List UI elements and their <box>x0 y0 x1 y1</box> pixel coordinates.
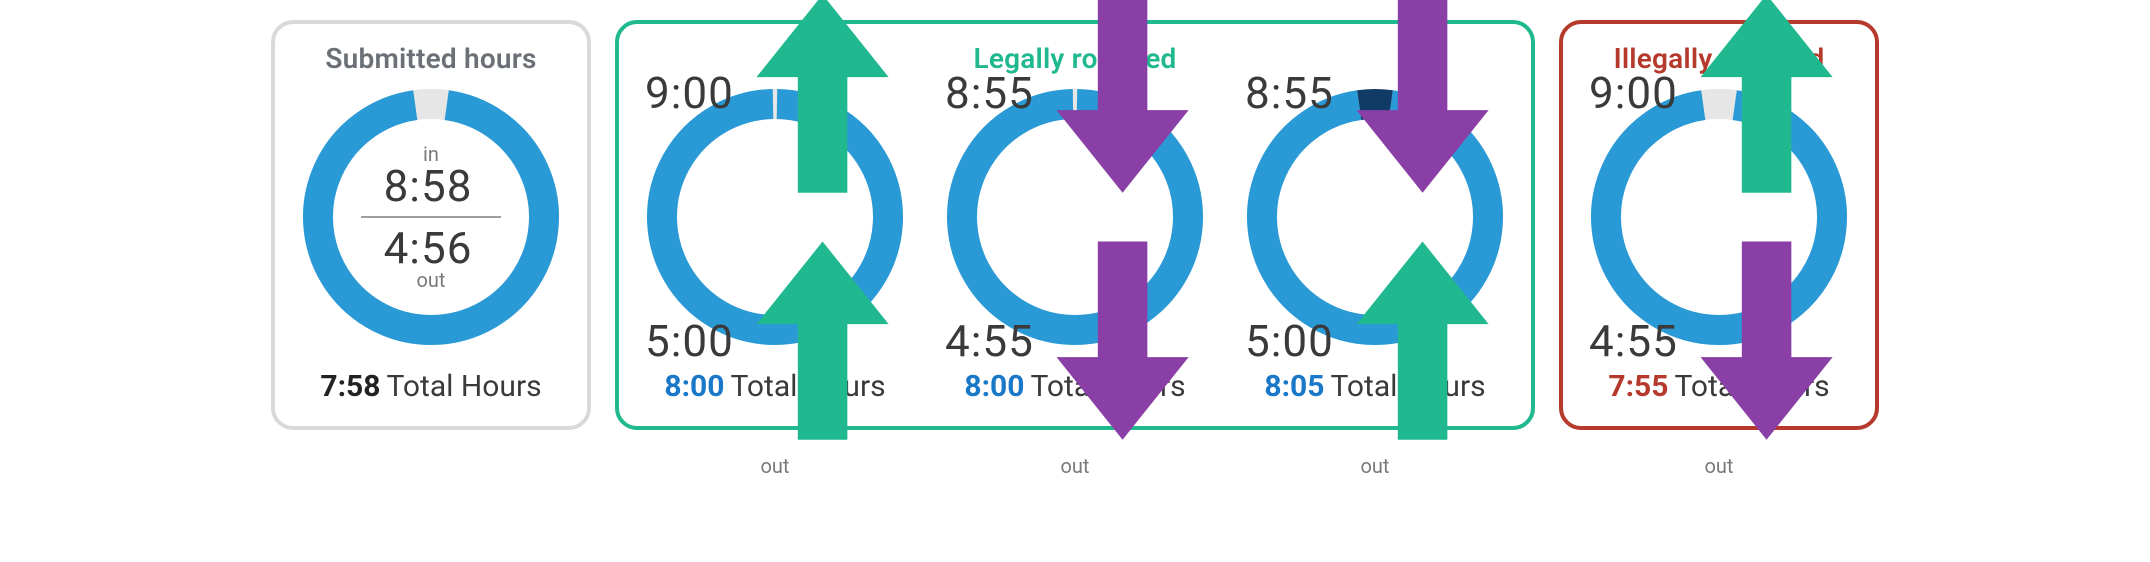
out-time: 4:56 <box>384 226 473 270</box>
dial-inner: in 8:58 4:56 out <box>301 87 561 347</box>
clock-submitted-0: in 8:58 4:56 out 7:58Total Hours <box>301 87 561 404</box>
dial-inner: in 9:00 4:55 out <box>1589 87 1849 347</box>
out-label: out <box>1361 456 1390 476</box>
arrow-down-icon <box>1040 225 1205 456</box>
in-time-row: 9:00 <box>1589 0 1849 209</box>
out-time: 4:55 <box>945 319 1034 363</box>
out-time-row: 4:55 <box>945 225 1205 456</box>
dial-inner: in 9:00 5:00 out <box>645 87 905 347</box>
clocks-container: in 9:00 5:00 out 8:00Total Hours in <box>645 87 1505 404</box>
arrow-down-icon <box>1040 0 1205 209</box>
out-label: out <box>1061 456 1090 476</box>
time-divider <box>361 216 501 218</box>
in-time-row: 9:00 <box>645 0 905 209</box>
clock-legal-2: in 8:55 5:00 out 8:05Total Hours <box>1245 87 1505 404</box>
in-time-row: 8:55 <box>1245 0 1505 209</box>
arrow-up-icon <box>740 0 905 209</box>
total-hours: 7:58Total Hours <box>320 369 541 404</box>
out-time-row: 4:56 <box>384 226 479 270</box>
in-time: 8:58 <box>384 164 473 208</box>
out-label: out <box>1705 456 1734 476</box>
arrow-down-icon <box>1684 225 1849 456</box>
out-label: out <box>761 456 790 476</box>
total-hours-suffix: Total Hours <box>386 369 541 404</box>
in-time: 9:00 <box>1589 71 1678 115</box>
dial: in 8:58 4:56 out <box>301 87 561 347</box>
clock-illegal-0: in 9:00 4:55 out 7:55Total Hours <box>1589 87 1849 404</box>
arrow-up-icon <box>1340 225 1505 456</box>
out-time: 5:00 <box>1245 319 1334 363</box>
arrow-down-icon <box>1340 0 1505 209</box>
clocks-container: in 9:00 4:55 out 7:55Total Hours <box>1589 87 1849 404</box>
clocks-container: in 8:58 4:56 out 7:58Total Hours <box>301 87 561 404</box>
panel-title-submitted: Submitted hours <box>325 42 536 75</box>
in-time-row: 8:55 <box>945 0 1205 209</box>
out-time-row: 5:00 <box>645 225 905 456</box>
dial: in 8:55 4:55 out <box>945 87 1205 347</box>
in-time: 8:55 <box>945 71 1034 115</box>
comparison-row: Submitted hours in 8:58 4:56 out 7:58Tot… <box>20 20 2130 430</box>
out-time: 5:00 <box>645 319 734 363</box>
out-time-row: 4:55 <box>1589 225 1849 456</box>
panel-legal: Legally rounded in 9:00 5:00 out 8:00Tot… <box>615 20 1535 430</box>
dial-inner: in 8:55 5:00 out <box>1245 87 1505 347</box>
panel-submitted: Submitted hours in 8:58 4:56 out 7:58Tot… <box>271 20 591 430</box>
out-time: 4:55 <box>1589 319 1678 363</box>
arrow-up-icon <box>740 225 905 456</box>
panel-illegal: Illegally rounded in 9:00 4:55 out 7:55T… <box>1559 20 1879 430</box>
dial: in 8:55 5:00 out <box>1245 87 1505 347</box>
dial-inner: in 8:55 4:55 out <box>945 87 1205 347</box>
in-time: 8:55 <box>1245 71 1334 115</box>
arrow-up-icon <box>1684 0 1849 209</box>
in-time-row: 8:58 <box>384 164 479 208</box>
dial: in 9:00 4:55 out <box>1589 87 1849 347</box>
clock-legal-0: in 9:00 5:00 out 8:00Total Hours <box>645 87 905 404</box>
clock-legal-1: in 8:55 4:55 out 8:00Total Hours <box>945 87 1205 404</box>
total-hours-value: 7:58 <box>320 369 380 404</box>
dial: in 9:00 5:00 out <box>645 87 905 347</box>
in-time: 9:00 <box>645 71 734 115</box>
out-time-row: 5:00 <box>1245 225 1505 456</box>
out-label: out <box>417 270 446 290</box>
